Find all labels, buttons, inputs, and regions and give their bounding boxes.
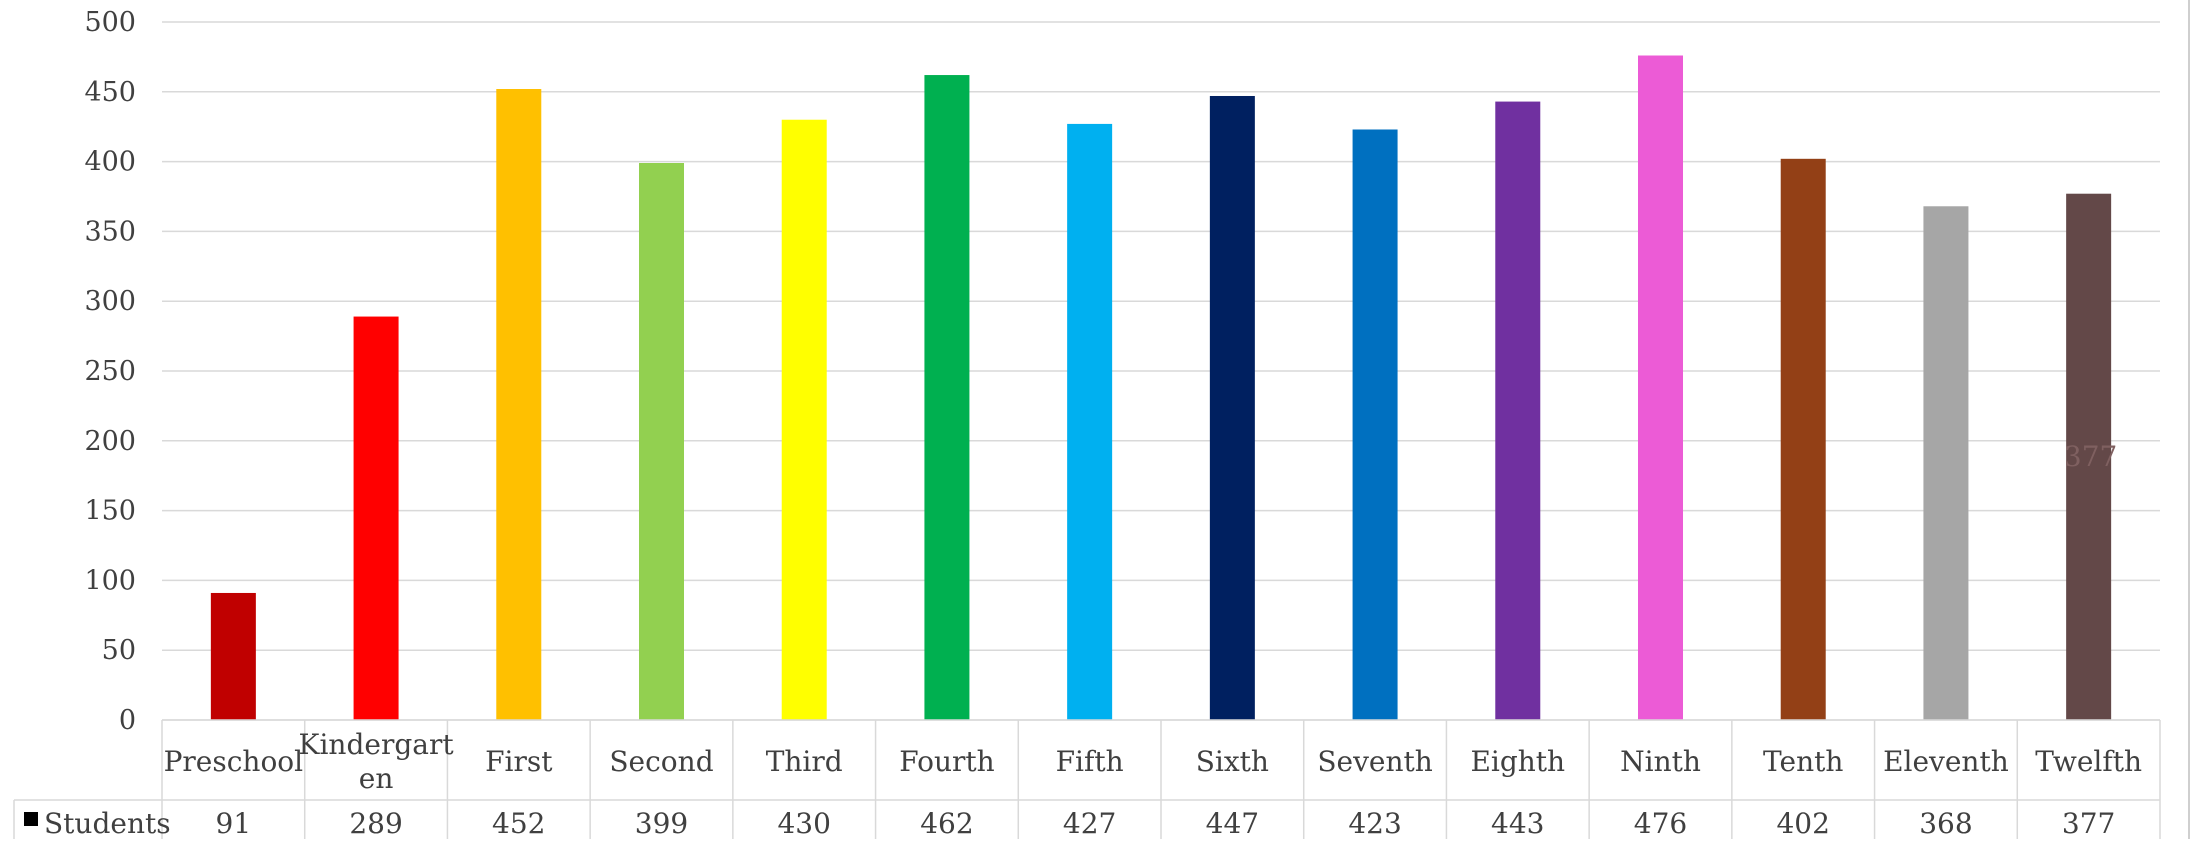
category-label: Seventh [1317,745,1432,778]
bar [639,162,684,721]
data-value-label: 91 [216,807,252,839]
bar [781,119,827,721]
y-tick-label: 400 [84,147,136,178]
y-tick-label: 200 [84,426,136,457]
y-tick-label: 150 [84,496,136,527]
category-label: Sixth [1196,745,1269,778]
bar [1352,129,1398,720]
bar [1923,206,1969,721]
bar [2066,193,2112,720]
bar-data-label: 377 [2064,440,2117,473]
data-value-label: 462 [920,807,973,839]
bar [496,89,542,721]
category-label: Third [766,745,843,778]
category-label: Fourth [899,745,994,778]
category-label: Eighth [1470,745,1565,778]
category-label: Kindergart en [299,728,455,795]
bar [1780,158,1826,721]
category-label: First [485,745,553,778]
stray-labels: 377 [2064,440,2117,473]
data-value-label: 423 [1348,807,1401,839]
category-label: Second [609,745,713,778]
y-tick-label: 300 [84,286,136,317]
y-tick-label: 350 [84,216,136,247]
y-tick-label: 500 [84,7,136,38]
y-tick-label: 50 [102,635,136,666]
y-axis-ticks: 0 50 100 150 200 250 300 350 400 450 500 [84,7,136,736]
bar [1209,95,1255,721]
data-value-label: 427 [1063,807,1116,839]
data-value-label: 368 [1919,807,1972,839]
legend-series-name: Students [44,807,171,839]
data-value-label: 476 [1634,807,1687,839]
legend-key [24,812,38,826]
bar [1638,55,1683,720]
bar [1067,123,1113,720]
data-table: Preschool 91 Kindergart en 289 First 452 Second… [13,719,2161,840]
data-value-label: 443 [1491,807,1544,839]
data-value-label: 447 [1206,807,1259,839]
data-value-label: 289 [349,807,402,839]
bar [1495,101,1541,720]
category-label: Tenth [1763,745,1843,778]
category-label: Twelfth [2035,745,2142,778]
y-tick-label: 100 [84,565,136,596]
data-value-label: 452 [492,807,545,839]
data-value-label: 402 [1776,807,1829,839]
category-label: Ninth [1620,745,1701,778]
data-value-label: 430 [777,807,830,839]
data-value-label: 377 [2062,807,2115,839]
y-tick-label: 450 [84,77,136,108]
category-label: Eleventh [1883,745,2009,778]
gridlines [162,0,2190,839]
category-label: Fifth [1056,745,1124,778]
bar [210,592,256,720]
y-tick-label: 0 [119,705,136,736]
bars [210,55,2112,721]
category-label: Preschool [164,745,304,778]
data-value-label: 399 [635,807,688,839]
bar [924,75,970,721]
bar [353,316,399,720]
y-tick-label: 250 [84,356,136,387]
